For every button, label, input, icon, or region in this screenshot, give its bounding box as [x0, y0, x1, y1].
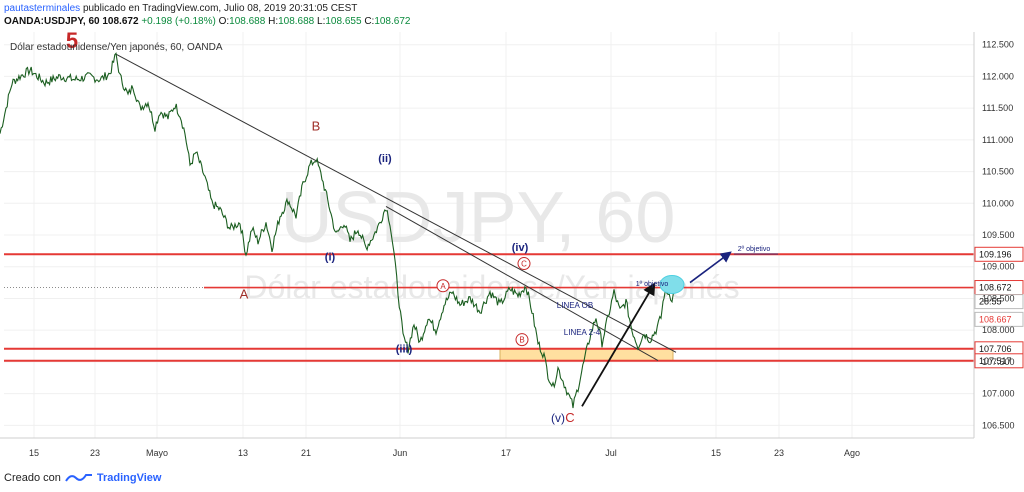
level-tag-label: 107.706	[979, 344, 1012, 354]
price-tag-label: 28:55	[979, 297, 1002, 307]
horizontal-levels: 109.196 108.672 107.706 107.517 28:55 108.667	[4, 246, 1024, 369]
low-label: L:	[317, 16, 326, 27]
wave-label: A	[240, 286, 249, 301]
y-tick-label: 109.500	[982, 230, 1015, 240]
trend-line-2-4	[385, 206, 659, 362]
axes: 112.500 112.000 111.500 111.000 110.500 110.0…	[0, 32, 1015, 458]
wave-label: (iii)	[396, 343, 413, 355]
price-series	[0, 52, 677, 409]
wave-label: (i)	[325, 251, 336, 263]
y-tick-label: 112.000	[982, 71, 1014, 81]
price-chart[interactable]: USDJPY, 60 Dólar estadounidense/Yen japo…	[0, 32, 1024, 466]
chart-title: Dólar estadounidense/Yen japonés, 60, OA…	[10, 42, 223, 53]
target-1-highlight	[659, 274, 685, 294]
x-tick-label: Mayo	[146, 448, 168, 458]
wave-label: (v)	[551, 411, 565, 425]
close-value: 108.672	[374, 16, 411, 27]
level-tag-label: 108.672	[979, 283, 1012, 293]
y-tick-label: 110.500	[982, 167, 1014, 177]
level-tag-label: 109.196	[979, 249, 1012, 259]
x-tick-label: Ago	[844, 448, 860, 458]
high-value: 108.688	[278, 16, 315, 27]
created-with-label: Creado con	[4, 472, 61, 484]
circled-wave-label: A	[440, 282, 446, 291]
y-tick-label: 108.500	[982, 293, 1015, 303]
wave-label: B	[312, 118, 321, 133]
wave-label: LINEA OB	[557, 301, 593, 310]
level-tag	[974, 246, 1024, 262]
circled-wave-marker	[517, 257, 531, 271]
circled-wave-label: B	[519, 336, 524, 345]
wave-label: LINEA 2-4	[564, 328, 601, 337]
x-tick-label: 23	[774, 448, 784, 458]
x-tick-label: 15	[711, 448, 721, 458]
level-tag	[974, 353, 1024, 369]
trend-lines	[115, 53, 677, 362]
high-label: H:	[268, 16, 279, 27]
circled-wave-marker	[436, 279, 450, 293]
y-tick-label: 107.000	[982, 389, 1015, 399]
x-tick-label: Jun	[393, 448, 408, 458]
x-tick-label: 17	[501, 448, 511, 458]
close-label: C:	[364, 16, 375, 27]
x-tick-label: Jul	[605, 448, 617, 458]
x-tick-label: 15	[29, 448, 39, 458]
watermark-symbol: USDJPY, 60	[281, 178, 676, 258]
y-tick-label: 112.500	[982, 40, 1014, 50]
wave-label: 2º objetivo	[738, 246, 771, 253]
last-price: 108.672	[102, 16, 139, 27]
trend-line-ob	[115, 53, 677, 353]
author-link[interactable]: pautasterminales	[4, 3, 81, 14]
price-line	[0, 52, 677, 409]
price-tag-label: 108.667	[979, 314, 1012, 324]
price-change: +0.198 (+0.18%)	[141, 16, 216, 27]
tradingview-brand[interactable]: TradingView	[96, 472, 162, 484]
tradingview-logo-icon	[65, 474, 92, 482]
wave-label: 1º objetivo	[636, 281, 669, 288]
wave-label: (iv)	[512, 242, 529, 254]
y-tick-label: 107.500	[982, 357, 1015, 367]
wave-label: C	[565, 410, 574, 425]
low-value: 108.655	[325, 16, 362, 27]
open-value: 108.688	[229, 16, 266, 27]
symbol-label: OANDA:USDJPY, 60	[4, 16, 100, 27]
chart-header: pautasterminales publicado en TradingVie…	[4, 2, 410, 28]
ohlc-line: OANDA:USDJPY, 60 108.672 +0.198 (+0.18%)…	[4, 15, 410, 28]
y-tick-label: 111.500	[982, 103, 1013, 113]
x-tick-label: 21	[301, 448, 311, 458]
arrow-to-target-1	[581, 282, 656, 407]
y-tick-label: 106.500	[982, 420, 1015, 430]
level-tag-label: 107.517	[979, 356, 1012, 366]
publish-info: publicado en TradingView.com, Julio 08, …	[82, 3, 358, 14]
wave-label: 5	[66, 32, 78, 53]
open-label: O:	[218, 16, 230, 27]
footer: Creado con TradingView	[4, 472, 161, 484]
target-arrows	[581, 251, 778, 407]
y-tick-label: 108.000	[982, 325, 1015, 335]
price-tag	[974, 311, 1024, 327]
price-tag	[974, 294, 1024, 310]
circled-wave-label: C	[521, 260, 527, 269]
publish-line: pautasterminales publicado en TradingVie…	[4, 2, 410, 15]
chart-grid	[4, 32, 974, 438]
y-tick-label: 111.000	[982, 135, 1013, 145]
circled-wave-marker	[515, 333, 529, 347]
y-tick-label: 110.000	[982, 198, 1014, 208]
x-tick-label: 23	[90, 448, 100, 458]
x-tick-label: 13	[238, 448, 248, 458]
wave-label: (ii)	[378, 153, 392, 165]
y-tick-label: 109.000	[982, 262, 1015, 272]
arrow-to-target-2	[689, 251, 732, 284]
